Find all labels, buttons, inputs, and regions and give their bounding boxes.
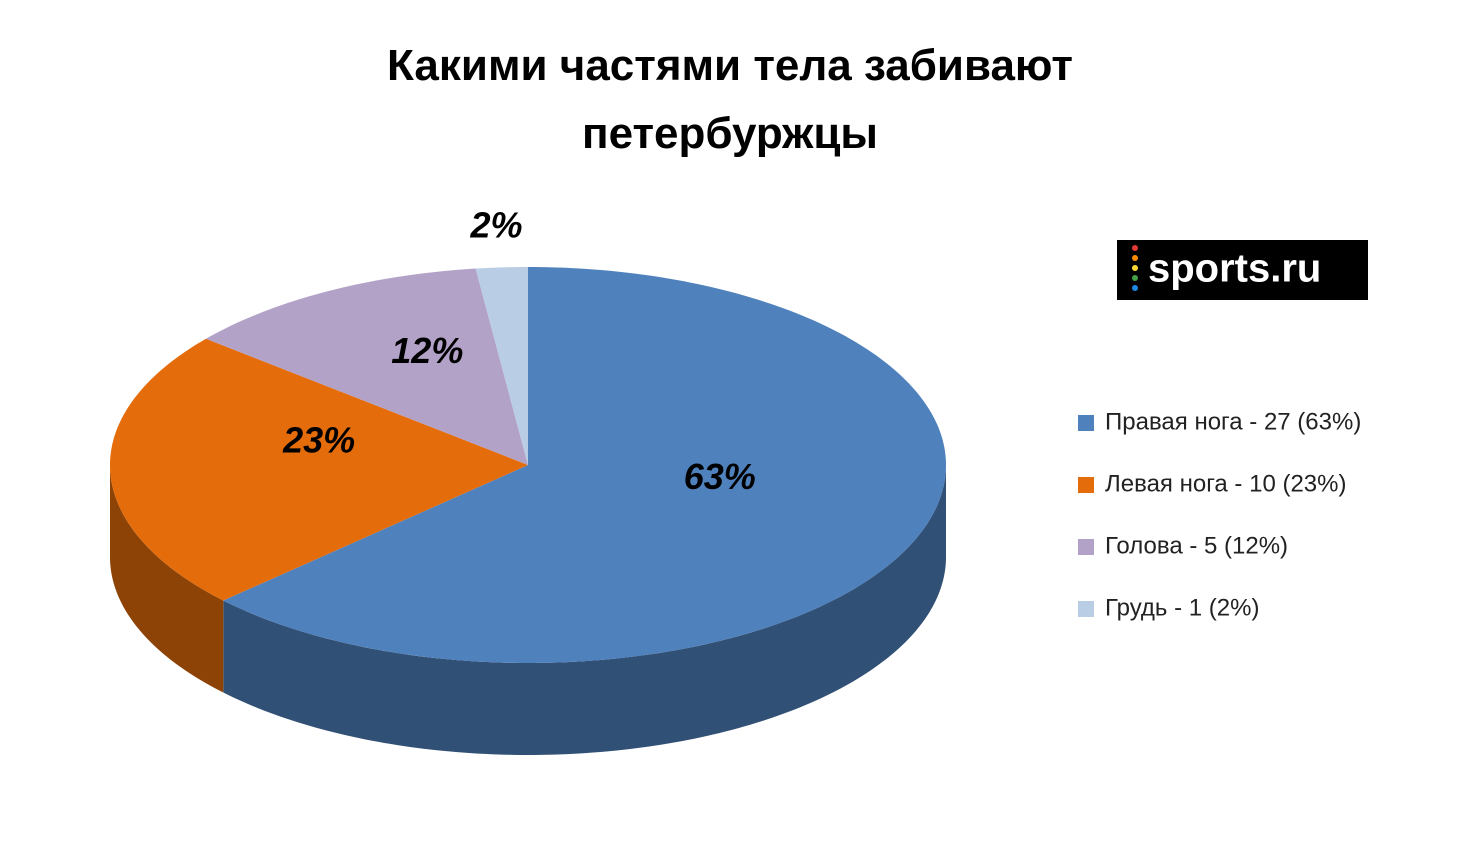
logo-box	[1117, 240, 1368, 300]
logo-text: sports.ru	[1148, 247, 1321, 291]
slice-side	[223, 465, 946, 755]
value-label: 2%	[469, 204, 522, 245]
slice	[223, 267, 946, 663]
legend-label: Правая нога - 27 (63%)	[1105, 408, 1361, 435]
slice-side	[110, 465, 224, 693]
legend-label: Грудь - 1 (2%)	[1105, 594, 1259, 621]
logo-dot	[1132, 245, 1138, 251]
logo-dot	[1132, 255, 1138, 261]
legend-swatch	[1078, 477, 1094, 493]
legend-swatch	[1078, 415, 1094, 431]
slice	[475, 267, 528, 465]
logo-dot	[1132, 285, 1138, 291]
logo-dot	[1132, 265, 1138, 271]
value-label: 12%	[391, 330, 463, 371]
value-label: 23%	[282, 420, 355, 461]
slice	[110, 338, 529, 601]
legend-swatch	[1078, 539, 1094, 555]
logo-dot	[1132, 275, 1138, 281]
chart-title: Какими частями тела забивают петербуржцы	[387, 41, 1073, 158]
legend-label: Левая нога - 10 (23%)	[1105, 470, 1346, 497]
value-label: 63%	[684, 456, 756, 497]
slice	[205, 268, 528, 465]
legend-swatch	[1078, 601, 1094, 617]
legend-label: Голова - 5 (12%)	[1105, 532, 1288, 559]
